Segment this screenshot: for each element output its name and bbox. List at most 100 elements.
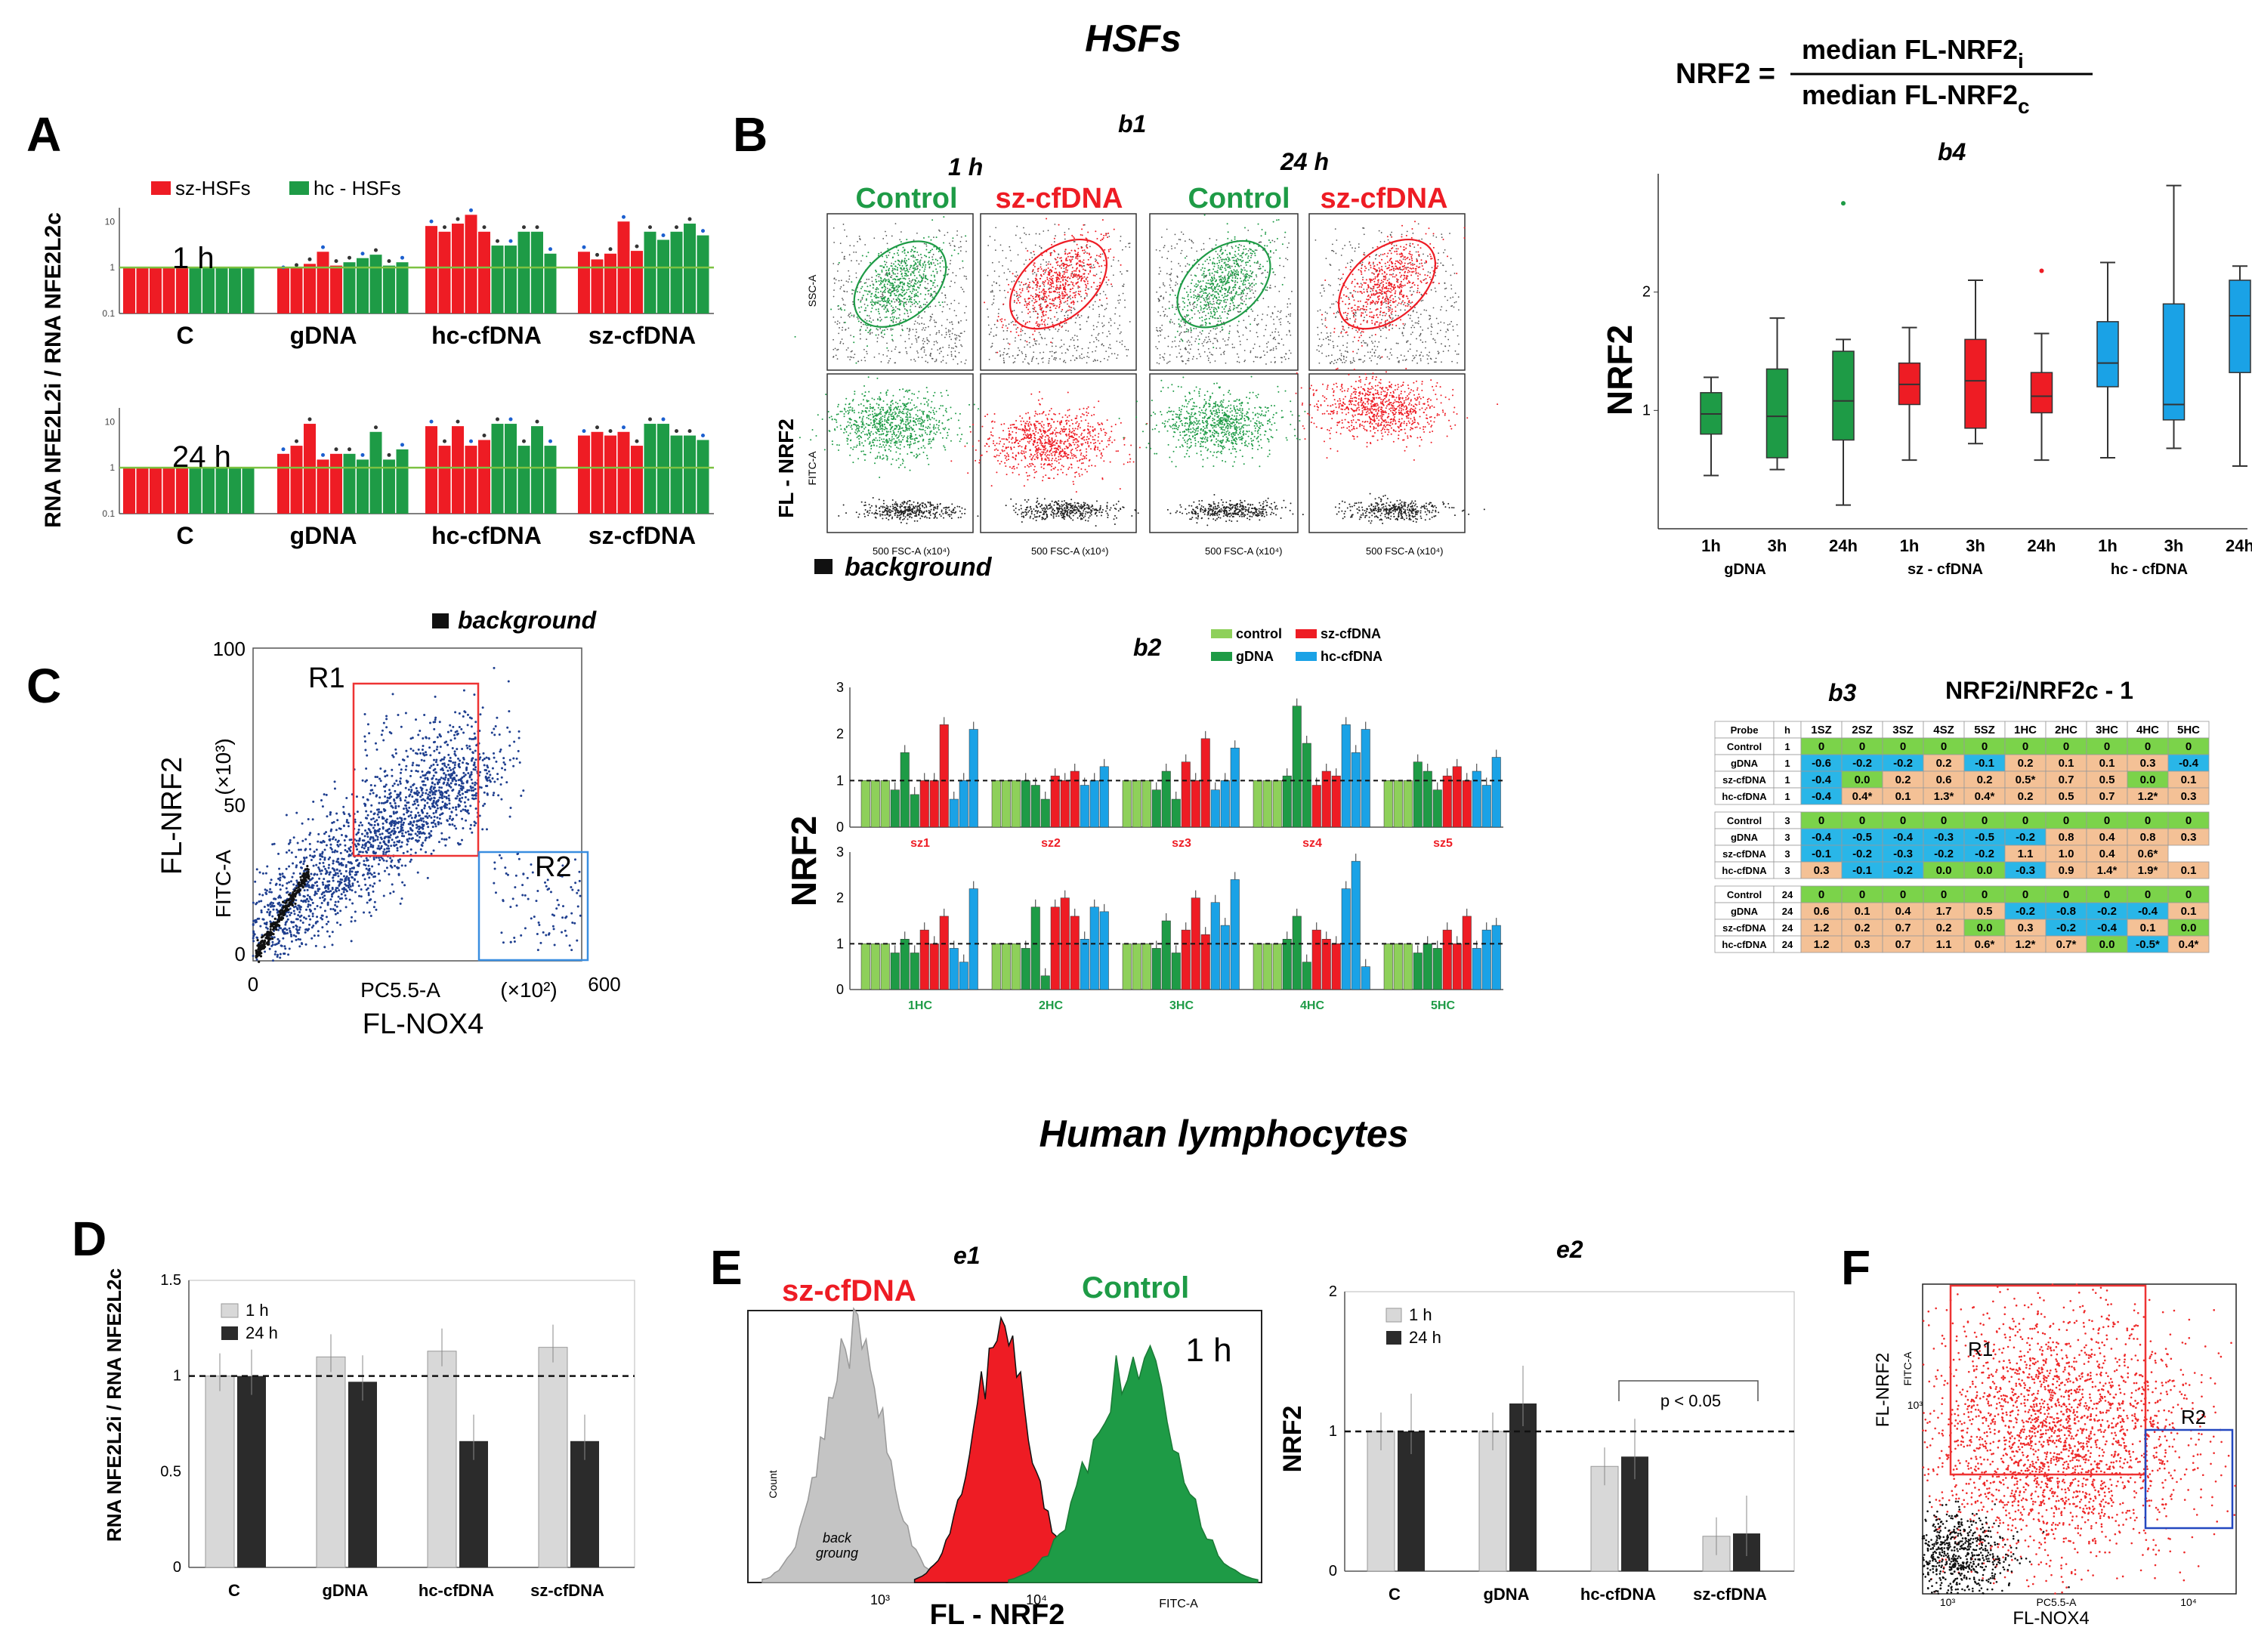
data-point xyxy=(919,508,921,510)
data-point xyxy=(1123,506,1125,508)
data-point xyxy=(1035,516,1037,518)
data-point xyxy=(1021,353,1024,354)
data-point xyxy=(1044,292,1046,295)
data-point xyxy=(861,255,863,257)
data-point xyxy=(1080,261,1082,263)
data-point xyxy=(884,449,886,452)
data-point xyxy=(864,360,867,362)
data-point xyxy=(1002,357,1005,360)
data-point xyxy=(1060,267,1062,269)
data-point xyxy=(1074,322,1077,323)
data-point xyxy=(895,289,897,292)
data-point xyxy=(1031,357,1033,360)
data-point xyxy=(1005,257,1007,259)
data-point xyxy=(1107,249,1110,251)
data-point xyxy=(1119,299,1121,301)
data-point xyxy=(959,240,962,242)
data-point xyxy=(891,413,893,415)
data-point xyxy=(1038,447,1040,449)
data-point xyxy=(950,321,953,323)
data-point xyxy=(1027,440,1029,443)
data-point xyxy=(913,510,916,512)
data-point xyxy=(1093,282,1095,284)
data-point xyxy=(900,320,902,322)
data-point xyxy=(1034,471,1036,474)
data-point xyxy=(1103,315,1105,317)
data-point xyxy=(876,457,879,459)
data-point xyxy=(1073,509,1076,511)
data-point xyxy=(864,426,867,428)
data-point xyxy=(1016,225,1018,227)
data-point xyxy=(1070,449,1073,452)
data-point xyxy=(908,499,910,502)
data-point xyxy=(907,411,909,413)
data-point xyxy=(840,317,842,318)
data-point xyxy=(1027,312,1030,314)
data-point xyxy=(1067,310,1069,312)
bar xyxy=(317,252,329,313)
data-point xyxy=(957,252,959,255)
data-point xyxy=(906,203,908,205)
data-point xyxy=(988,333,990,335)
data-point xyxy=(945,408,947,410)
data-point xyxy=(1107,443,1110,446)
bar xyxy=(317,459,329,514)
significance-marker xyxy=(687,217,692,221)
data-point xyxy=(1033,265,1036,267)
data-point xyxy=(1036,449,1039,452)
data-point xyxy=(922,440,924,442)
data-point xyxy=(1061,471,1064,474)
data-point xyxy=(1003,362,1006,364)
data-point xyxy=(1100,233,1102,236)
bar xyxy=(189,267,202,313)
data-point xyxy=(1036,321,1038,323)
data-point xyxy=(1044,453,1046,455)
data-point xyxy=(922,327,925,329)
significance-marker xyxy=(482,433,487,437)
data-point xyxy=(1039,352,1041,354)
data-point xyxy=(934,258,937,261)
data-point xyxy=(1067,409,1069,412)
data-point xyxy=(835,354,837,357)
data-point xyxy=(899,514,901,516)
data-point xyxy=(879,421,881,423)
data-point xyxy=(855,252,857,253)
data-point xyxy=(898,308,900,310)
data-point xyxy=(894,278,896,280)
data-point xyxy=(1078,260,1080,262)
data-point xyxy=(1009,466,1011,468)
data-point xyxy=(839,288,842,290)
data-point xyxy=(1030,393,1033,395)
data-point xyxy=(913,393,916,395)
data-point xyxy=(1098,299,1101,301)
data-point xyxy=(1048,272,1050,274)
bar xyxy=(215,267,228,313)
data-point xyxy=(1008,455,1010,458)
data-point xyxy=(850,350,852,353)
data-point xyxy=(956,505,959,508)
data-point xyxy=(987,245,990,246)
significance-marker xyxy=(595,425,599,430)
data-point xyxy=(1005,438,1007,440)
data-point xyxy=(870,295,872,298)
data-point xyxy=(1016,467,1018,469)
data-point xyxy=(1095,288,1097,290)
data-point xyxy=(1126,355,1128,357)
data-point xyxy=(1073,339,1075,341)
data-point xyxy=(1086,295,1088,297)
data-point xyxy=(962,260,964,262)
data-point xyxy=(928,517,931,519)
data-point xyxy=(1077,278,1080,280)
data-point xyxy=(1111,431,1113,433)
data-point xyxy=(1033,453,1036,455)
data-point xyxy=(1061,504,1063,506)
data-point xyxy=(1062,278,1064,280)
data-point xyxy=(920,276,922,279)
data-point xyxy=(915,289,917,291)
data-point xyxy=(861,410,863,412)
data-point xyxy=(1137,512,1139,514)
data-point xyxy=(924,447,926,449)
data-point xyxy=(1001,438,1003,440)
data-point xyxy=(988,445,990,447)
data-point xyxy=(1047,267,1049,269)
